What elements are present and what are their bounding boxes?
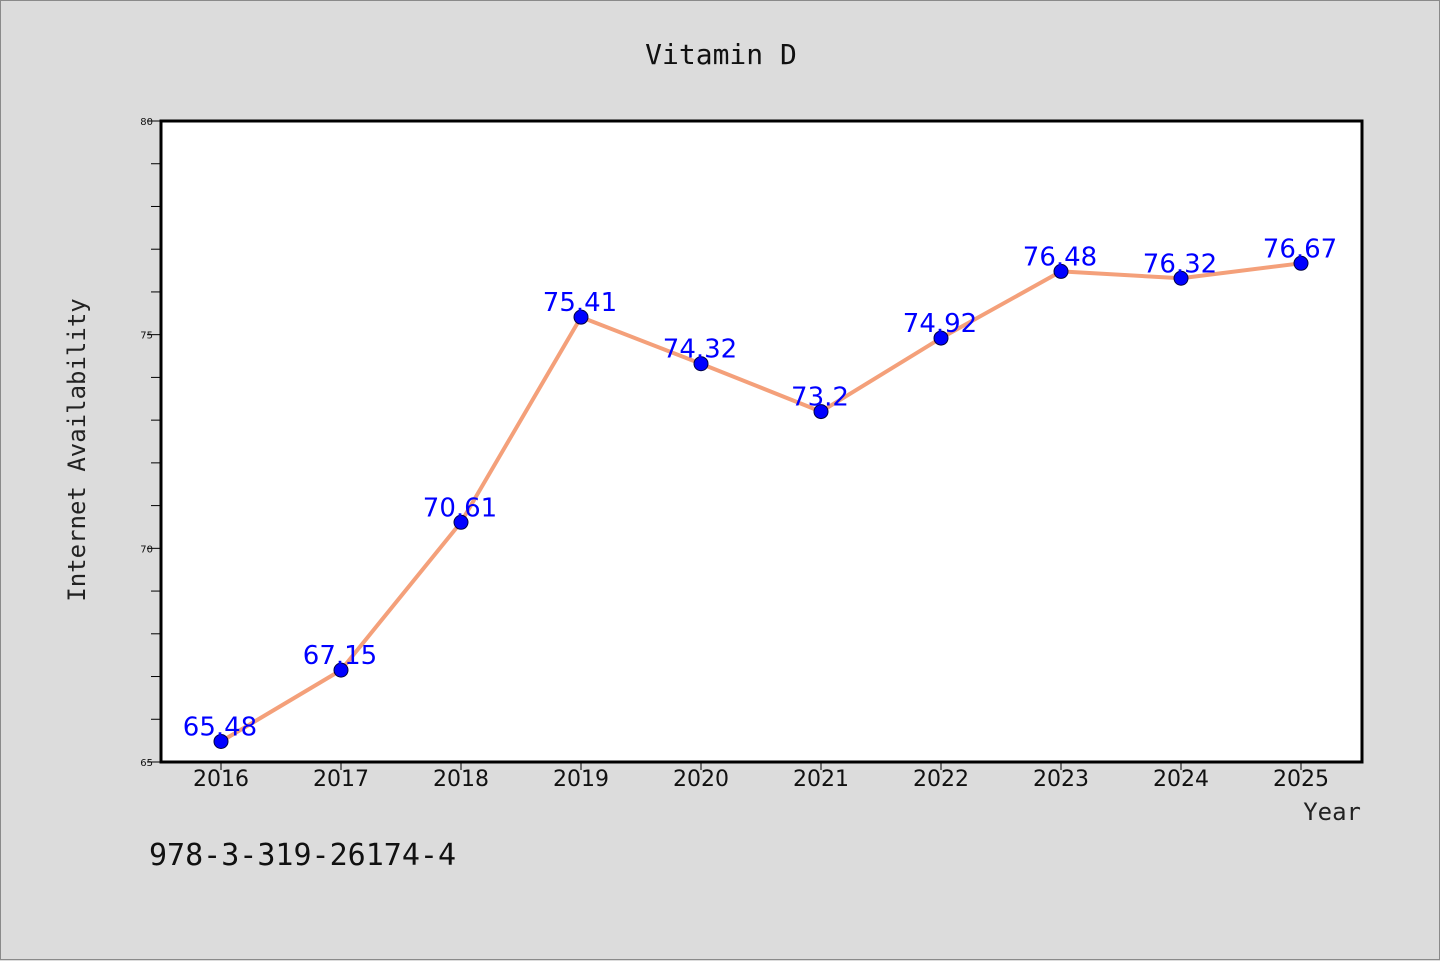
series-markers bbox=[213, 255, 1309, 749]
data-label: 65.48 bbox=[183, 712, 257, 742]
data-point bbox=[1053, 263, 1069, 279]
isbn-footnote: 978-3-319-26174-4 bbox=[149, 838, 456, 873]
data-label: 76.67 bbox=[1263, 234, 1337, 264]
data-labels: 65.48 67.15 70.61 75.41 74.32 73.2 74.92 76.48 7… bbox=[183, 234, 1337, 742]
x-tick-label: 2022 bbox=[913, 767, 969, 792]
data-label: 76.48 bbox=[1023, 242, 1097, 272]
data-label: 75.41 bbox=[543, 288, 617, 318]
y-tick-label: 65 bbox=[140, 758, 153, 769]
data-point bbox=[813, 404, 829, 420]
data-label: 73.2 bbox=[791, 383, 849, 413]
data-label: 76.32 bbox=[1143, 249, 1217, 279]
data-label: 74.32 bbox=[663, 335, 737, 365]
data-label: 67.15 bbox=[303, 641, 377, 671]
chart-title: Vitamin D bbox=[645, 38, 797, 71]
x-tick-label: 2020 bbox=[673, 767, 729, 792]
x-tick-label: 2016 bbox=[193, 767, 249, 792]
y-tick-label: 80 bbox=[140, 117, 153, 128]
x-tick-label: 2021 bbox=[793, 767, 849, 792]
series-line bbox=[219, 261, 1302, 744]
y-axis-title: Internet Availability bbox=[63, 298, 91, 601]
x-tick-label: 2018 bbox=[433, 767, 489, 792]
data-point bbox=[933, 330, 949, 346]
x-tick-label: 2024 bbox=[1153, 767, 1209, 792]
data-point bbox=[453, 514, 469, 530]
y-tick-label: 70 bbox=[140, 544, 153, 555]
x-tick-label: 2025 bbox=[1273, 767, 1329, 792]
x-tick-label: 2019 bbox=[553, 767, 609, 792]
plot-area bbox=[159, 119, 1364, 764]
x-axis-title: Year bbox=[1303, 798, 1361, 826]
data-label: 70.61 bbox=[423, 493, 497, 523]
x-tick-label: 2023 bbox=[1033, 767, 1089, 792]
x-axis-ticks: 2016 2017 2018 2019 2020 2021 2022 2023 2024 2025 bbox=[193, 762, 1329, 792]
data-point bbox=[1293, 255, 1309, 271]
data-point bbox=[213, 733, 229, 749]
x-tick-label: 2017 bbox=[313, 767, 369, 792]
y-axis-ticks: 65 70 75 80 bbox=[140, 117, 161, 769]
data-point bbox=[333, 662, 349, 678]
data-label: 74.92 bbox=[903, 309, 977, 339]
data-point bbox=[693, 356, 709, 372]
series-line-group bbox=[219, 261, 1302, 744]
data-point bbox=[1173, 270, 1189, 286]
data-point bbox=[573, 309, 589, 325]
y-tick-label: 75 bbox=[140, 331, 153, 342]
